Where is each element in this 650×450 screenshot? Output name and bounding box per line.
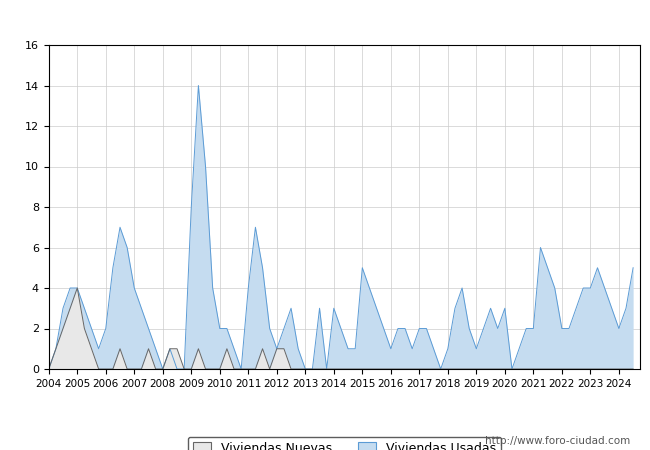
Text: http://www.foro-ciudad.com: http://www.foro-ciudad.com: [486, 436, 630, 446]
Legend: Viviendas Nuevas, Viviendas Usadas: Viviendas Nuevas, Viviendas Usadas: [188, 437, 501, 450]
Text: Villalpando - Evolucion del Nº de Transacciones Inmobiliarias: Villalpando - Evolucion del Nº de Transa…: [92, 13, 558, 28]
